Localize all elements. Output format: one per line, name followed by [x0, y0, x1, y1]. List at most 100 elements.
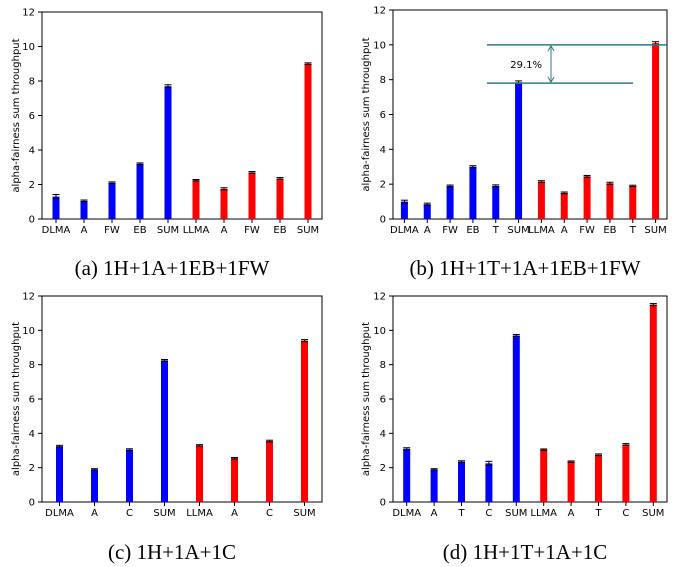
x-tick-label: A	[91, 508, 98, 519]
bar	[301, 340, 308, 502]
bar	[403, 448, 411, 502]
bar	[540, 449, 548, 502]
bar	[423, 204, 431, 219]
x-tick-label: DLMA	[390, 225, 419, 236]
bar	[161, 360, 168, 502]
panel-a: 0 2 4 6 8 10 12 alpha-fairness sum throughput DL…	[11, 8, 323, 280]
y-tick-label: 8	[380, 360, 386, 371]
x-tick-label: A	[231, 508, 238, 519]
bar	[567, 461, 575, 502]
x-tick-label: SUM	[153, 508, 175, 519]
bar	[606, 183, 614, 219]
x-tick-label: FW	[579, 225, 595, 236]
y-tick-label: 12	[22, 8, 35, 19]
bar	[652, 43, 660, 219]
bar	[485, 463, 493, 502]
y-axis-label: alpha-fairness sum throughput	[361, 322, 372, 476]
bar	[220, 188, 228, 219]
y-axis-label: alpha-fairness sum throughput	[11, 322, 22, 476]
y-tick-label: 8	[380, 75, 386, 86]
x-tick-label: LLMA	[183, 225, 210, 236]
x-tick-label: SUM	[644, 225, 666, 236]
panel-caption: (b) 1H+1T+1A+1EB+1FW	[409, 256, 640, 280]
bar	[126, 449, 133, 502]
y-tick-label: 4	[29, 146, 35, 157]
bar	[196, 445, 203, 502]
x-tick-label: EB	[133, 225, 146, 236]
bar	[192, 180, 200, 219]
y-axis-label: alpha-fairness sum throughput	[361, 37, 372, 191]
bar	[164, 86, 172, 219]
x-tick-label: LLMA	[528, 225, 555, 236]
bar	[512, 335, 520, 502]
bar	[248, 172, 256, 219]
x-tick-label: A	[221, 225, 228, 236]
y-tick-label: 2	[380, 463, 386, 474]
y-tick-label: 0	[29, 498, 35, 509]
bar	[649, 304, 657, 502]
x-tick-label: SUM	[297, 225, 319, 236]
panel-caption: (a) 1H+1A+1EB+1FW	[75, 256, 270, 280]
y-tick-label: 6	[380, 110, 386, 121]
x-tick-label: SUM	[507, 225, 529, 236]
y-tick-label: 6	[29, 395, 35, 406]
x-tick-label: A	[561, 225, 568, 236]
y-tick-label: 8	[29, 360, 35, 371]
x-tick-label: EB	[466, 225, 479, 236]
x-tick-label: A	[431, 508, 438, 519]
y-tick-label: 10	[22, 326, 35, 337]
bar	[583, 176, 591, 219]
y-tick-label: 10	[373, 40, 386, 51]
bar	[52, 196, 60, 219]
bar	[469, 166, 477, 219]
y-tick-label: 2	[29, 180, 35, 191]
panel-c: 0 2 4 6 8 10 12 alpha-fairness sum throughput DL…	[11, 292, 323, 564]
x-tick-label: FW	[104, 225, 120, 236]
bar	[136, 163, 144, 219]
x-tick-label: DLMA	[45, 508, 74, 519]
y-tick-label: 2	[380, 180, 386, 191]
bar	[560, 192, 568, 219]
bar	[537, 181, 545, 219]
panel-caption: (d) 1H+1T+1A+1C	[443, 540, 607, 564]
x-tick-label: LLMA	[186, 508, 213, 519]
annotation-arrowhead	[547, 44, 555, 52]
y-tick-label: 12	[373, 6, 386, 17]
plot-frame	[392, 9, 668, 220]
bar	[515, 82, 523, 219]
y-tick-label: 12	[373, 292, 386, 303]
x-tick-label: DLMA	[392, 508, 421, 519]
annotation-label: 29.1%	[510, 60, 542, 71]
x-tick-label: C	[622, 508, 629, 519]
bar	[56, 446, 63, 502]
x-tick-label: SUM	[642, 508, 664, 519]
y-tick-label: 4	[29, 429, 35, 440]
y-tick-label: 10	[22, 42, 35, 53]
bar	[595, 454, 602, 502]
x-tick-label: DLMA	[42, 225, 71, 236]
y-tick-label: 8	[29, 77, 35, 88]
x-tick-label: C	[485, 508, 492, 519]
x-tick-label: LLMA	[530, 508, 557, 519]
bar	[430, 469, 438, 502]
x-tick-label: T	[492, 225, 500, 236]
y-tick-label: 0	[380, 215, 386, 226]
bar	[91, 469, 98, 502]
y-tick-label: 0	[380, 498, 386, 509]
y-tick-label: 2	[29, 463, 35, 474]
x-tick-label: A	[81, 225, 88, 236]
bar	[80, 200, 88, 219]
y-tick-label: 4	[380, 145, 386, 156]
bar	[276, 178, 284, 219]
x-tick-label: T	[629, 225, 637, 236]
annotation-arrowhead	[547, 76, 555, 84]
y-tick-label: 0	[29, 215, 35, 226]
x-tick-label: A	[568, 508, 575, 519]
bar	[266, 441, 273, 502]
x-tick-label: FW	[244, 225, 260, 236]
x-tick-label: T	[457, 508, 465, 519]
x-tick-label: SUM	[293, 508, 315, 519]
x-tick-label: FW	[442, 225, 458, 236]
y-tick-label: 4	[380, 429, 386, 440]
